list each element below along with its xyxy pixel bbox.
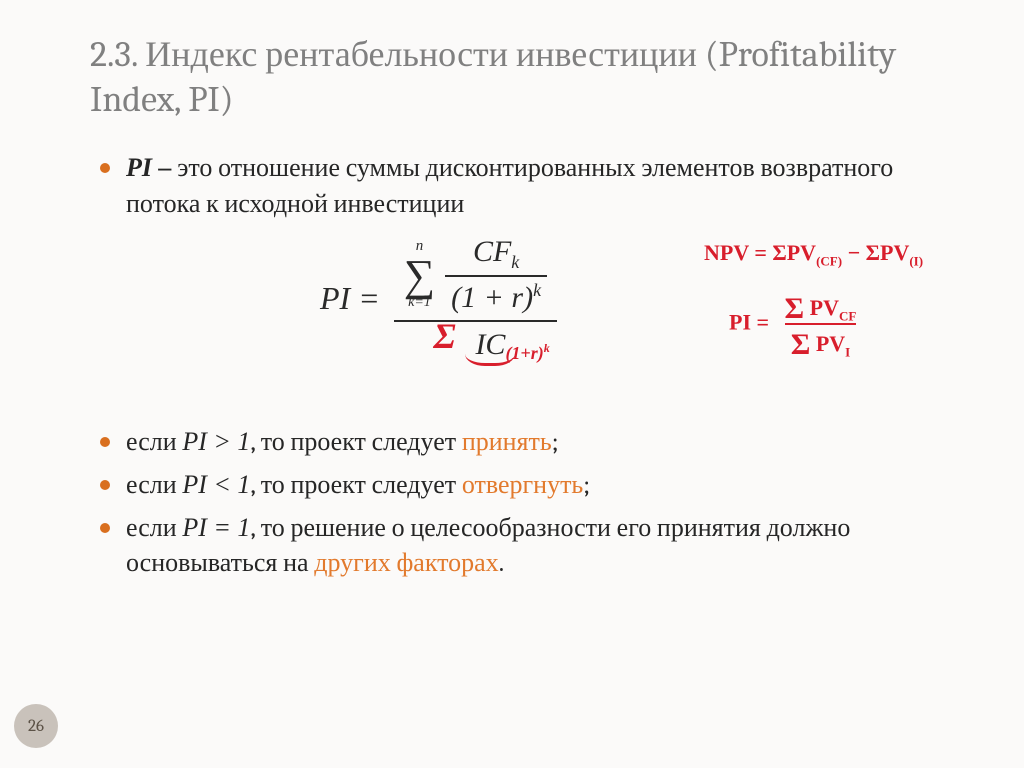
hand-sigma-icon: Σ	[433, 312, 455, 362]
rule-cond: PI > 1	[182, 427, 250, 456]
rule-prefix: если	[126, 470, 182, 500]
sigma-icon: ∑	[404, 254, 435, 298]
pi-formula: PI = n ∑ k=1 CFk (1 + r)k	[320, 229, 557, 368]
cf-sub: k	[511, 252, 519, 272]
page-number-badge: 26	[14, 704, 58, 748]
formula-lhs: PI =	[320, 276, 380, 320]
bullet-accept: если PI > 1, то проект следует принять;	[100, 424, 964, 461]
bullet-equal: если PI = 1, то решение о целесообразнос…	[100, 510, 964, 583]
denom-exp: k	[533, 280, 541, 300]
bullet-reject: если PI < 1, то проект следует отвергнут…	[100, 467, 964, 504]
cf-symbol: CF	[473, 235, 511, 268]
rule-prefix: если	[126, 513, 182, 543]
denom-base: (1 + r)	[451, 281, 533, 314]
hand-pi-line: PI = Σ Σ PVPVCF Σ PVI	[729, 289, 949, 360]
slide-content: PI – это отношение суммы дисконтированны…	[90, 150, 964, 582]
rule-cond: PI = 1	[182, 513, 250, 542]
rule-suffix: ;	[552, 427, 559, 457]
page-number: 26	[28, 717, 44, 736]
pi-term: PI –	[126, 153, 172, 182]
rule-verb-other: других факторах	[314, 548, 498, 578]
rule-verb-accept: принять	[462, 427, 552, 457]
bullet-icon	[100, 523, 110, 533]
bullet-icon	[100, 163, 110, 173]
rule-prefix: если	[126, 427, 182, 457]
bullet-icon	[100, 437, 110, 447]
rule-suffix: ;	[583, 470, 590, 500]
rule-mid: , то проект следует	[250, 427, 461, 457]
rule-cond: PI < 1	[182, 470, 250, 499]
definition-text: это отношение суммы дисконтированных эле…	[126, 153, 893, 219]
rule-verb-reject: отвергнуть	[462, 470, 583, 500]
formula-block: PI = n ∑ k=1 CFk (1 + r)k	[150, 229, 964, 424]
bullet-icon	[100, 480, 110, 490]
sum-lower: k=1	[408, 296, 431, 310]
hand-denom-scribble: (1+r)k	[505, 340, 549, 366]
hand-npv-line: NPV = ΣPV(CF) − ΣPV(I)	[704, 241, 984, 269]
bullet-definition: PI – это отношение суммы дисконтированны…	[100, 150, 964, 223]
slide-title: 2.3. Индекс рентабельности инвестиции (P…	[90, 32, 964, 122]
rule-mid: , то проект следует	[250, 470, 461, 500]
rule-suffix: .	[499, 548, 504, 578]
